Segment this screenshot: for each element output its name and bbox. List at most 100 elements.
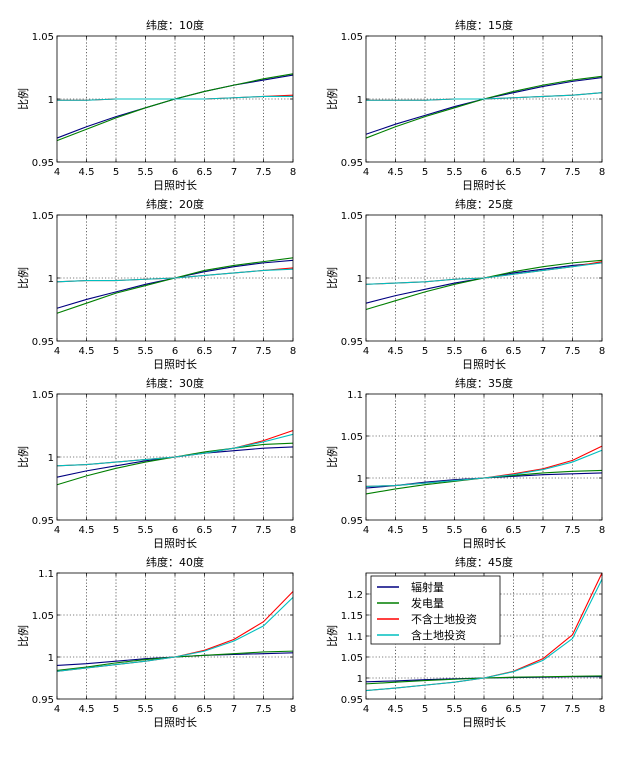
x-tick-label: 4.5	[79, 525, 95, 536]
x-tick-label: 4.5	[388, 704, 404, 715]
x-axis-label: 日照时长	[462, 179, 506, 192]
y-axis-label: 比例	[16, 625, 30, 647]
x-tick-label: 5	[113, 704, 119, 715]
subplot-title: 纬度：35度	[455, 376, 513, 390]
x-tick-label: 4	[363, 704, 369, 715]
y-axis-label: 比例	[325, 625, 339, 647]
y-tick-label: 1	[48, 653, 54, 664]
y-tick-label: 1	[48, 453, 54, 464]
x-tick-label: 6.5	[197, 346, 213, 357]
y-tick-label: 1	[357, 274, 363, 285]
x-tick-label: 6	[481, 167, 487, 178]
y-tick-label: 1.15	[341, 611, 363, 622]
x-tick-label: 8	[599, 704, 605, 715]
x-tick-label: 4.5	[79, 167, 95, 178]
x-tick-label: 5.5	[447, 167, 463, 178]
y-tick-label: 0.95	[341, 516, 363, 527]
x-tick-label: 6.5	[197, 167, 213, 178]
series-line-4	[57, 95, 293, 101]
x-axis-label: 日照时长	[153, 179, 197, 192]
x-tick-label: 8	[599, 346, 605, 357]
y-tick-label: 1	[357, 474, 363, 485]
x-tick-label: 5	[422, 525, 428, 536]
y-tick-label: 1	[48, 274, 54, 285]
x-tick-label: 8	[290, 167, 296, 178]
y-tick-label: 1.05	[32, 32, 54, 43]
y-tick-label: 0.95	[32, 337, 54, 348]
y-tick-label: 1.2	[347, 590, 363, 601]
x-tick-label: 6	[481, 346, 487, 357]
y-axis-label: 比例	[325, 267, 339, 289]
series-line-4	[366, 92, 603, 101]
x-tick-label: 8	[290, 346, 296, 357]
y-tick-label: 1.05	[32, 611, 54, 622]
x-tick-label: 4.5	[388, 525, 404, 536]
series-line-4	[56, 268, 294, 283]
x-tick-label: 5.5	[447, 525, 463, 536]
x-tick-label: 6.5	[506, 525, 522, 536]
x-tick-label: 5.5	[447, 346, 463, 357]
y-tick-label: 0.95	[341, 158, 363, 169]
y-tick-label: 1.1	[347, 390, 363, 401]
series-line-4	[365, 449, 603, 487]
plot-area	[366, 394, 602, 520]
subplot-title: 纬度：45度	[455, 555, 513, 569]
x-tick-label: 5	[422, 346, 428, 357]
x-axis-label: 日照时长	[462, 358, 506, 371]
series-line-4	[56, 433, 294, 467]
x-tick-label: 5	[113, 525, 119, 536]
x-tick-label: 5	[113, 167, 119, 178]
x-tick-label: 7.5	[565, 704, 581, 715]
x-tick-label: 6	[172, 346, 178, 357]
x-tick-label: 4	[54, 525, 60, 536]
x-tick-label: 6	[172, 525, 178, 536]
x-tick-label: 4.5	[79, 704, 95, 715]
series-line-4	[365, 262, 603, 285]
y-tick-label: 1	[357, 95, 363, 106]
x-tick-label: 5.5	[138, 704, 154, 715]
x-tick-label: 6.5	[506, 704, 522, 715]
x-tick-label: 4	[363, 167, 369, 178]
subplot-title: 纬度：40度	[146, 555, 204, 569]
x-tick-label: 5.5	[447, 704, 463, 715]
legend-label-1: 辐射量	[411, 580, 444, 594]
x-axis-label: 日照时长	[153, 537, 197, 550]
y-tick-label: 1.05	[341, 211, 363, 222]
x-tick-label: 7.5	[565, 167, 581, 178]
x-tick-label: 7.5	[256, 704, 272, 715]
x-tick-label: 7.5	[565, 525, 581, 536]
y-tick-label: 1.1	[38, 569, 54, 580]
plot-area	[57, 573, 293, 699]
x-tick-label: 4	[363, 346, 369, 357]
x-tick-label: 7.5	[256, 346, 272, 357]
x-tick-label: 7	[231, 167, 237, 178]
x-tick-label: 7	[231, 525, 237, 536]
x-tick-label: 5.5	[138, 167, 154, 178]
subplot-title: 纬度：10度	[146, 18, 204, 32]
x-tick-label: 8	[599, 167, 605, 178]
x-axis-label: 日照时长	[462, 537, 506, 550]
x-tick-label: 7.5	[256, 525, 272, 536]
x-tick-label: 7	[231, 704, 237, 715]
subplot-title: 纬度：20度	[146, 197, 204, 211]
legend-label-3: 不含土地投资	[411, 612, 477, 626]
y-tick-label: 1.05	[341, 653, 363, 664]
legend-label-4: 含土地投资	[411, 628, 466, 642]
x-tick-label: 5	[422, 167, 428, 178]
x-tick-label: 6.5	[506, 346, 522, 357]
y-axis-label: 比例	[325, 88, 339, 110]
y-axis-label: 比例	[325, 446, 339, 468]
y-axis-label: 比例	[16, 446, 30, 468]
y-tick-label: 0.95	[341, 695, 363, 706]
x-tick-label: 4	[54, 704, 60, 715]
subplot-title: 纬度：15度	[455, 18, 513, 32]
x-tick-label: 7	[540, 167, 546, 178]
x-tick-label: 7	[231, 346, 237, 357]
x-tick-label: 6	[172, 167, 178, 178]
series-line-4	[365, 579, 603, 692]
